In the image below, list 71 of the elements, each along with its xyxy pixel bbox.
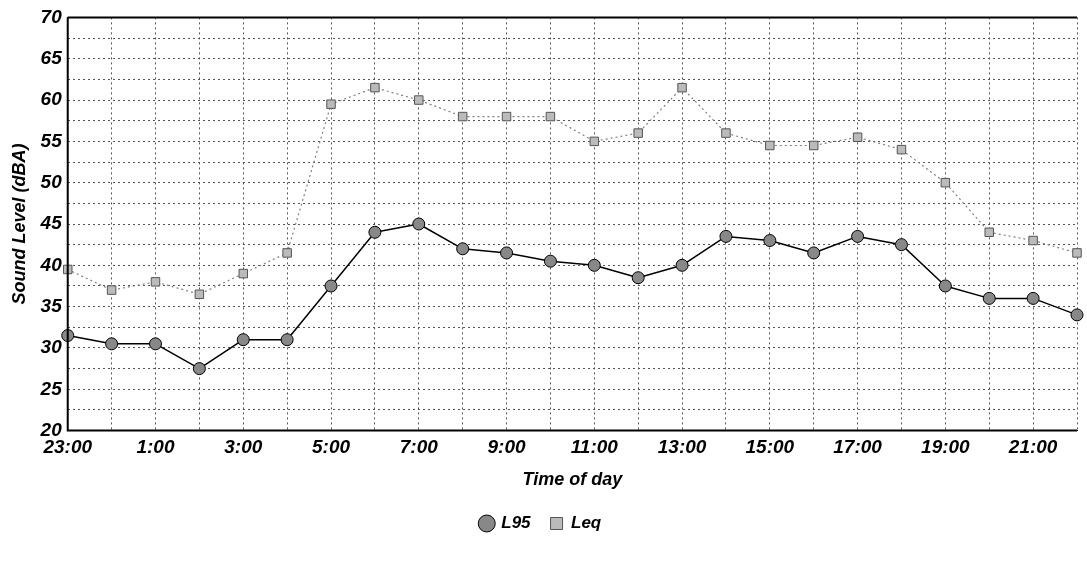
point: [149, 337, 162, 351]
point: [763, 234, 777, 248]
x-tick-label: 17:00: [833, 436, 883, 458]
point: [587, 258, 601, 272]
x-tick-label: 13:00: [657, 436, 707, 458]
point: [852, 132, 863, 142]
x-tick-label: 5:00: [312, 436, 351, 458]
point: [721, 128, 731, 138]
point: [412, 217, 426, 231]
point: [280, 333, 294, 347]
x-tick-label: 21:00: [1007, 436, 1058, 458]
point: [456, 242, 470, 256]
point: [282, 248, 292, 258]
x-axis-title: Time of day: [522, 469, 624, 490]
point: [194, 289, 205, 299]
point: [238, 268, 248, 279]
point: [106, 285, 117, 295]
x-tick-label: 1:00: [136, 436, 175, 458]
point: [500, 246, 514, 260]
y-tick-label: 35: [40, 294, 63, 316]
point: [1028, 235, 1038, 246]
y-tick-label: 25: [39, 377, 63, 399]
x-tick-label: 15:00: [745, 436, 795, 458]
point: [457, 111, 468, 122]
point: [851, 229, 865, 243]
y-tick-label: 50: [40, 170, 63, 192]
y-tick-label: 30: [40, 336, 63, 358]
y-axis-title: Sound Level (dBA): [8, 143, 29, 305]
x-tick-label: 19:00: [921, 436, 971, 458]
point: [982, 291, 996, 305]
point: [675, 258, 689, 272]
point: [370, 82, 380, 93]
point: [677, 82, 687, 93]
point: [543, 254, 557, 268]
point: [719, 229, 733, 243]
point: [1072, 248, 1082, 258]
y-tick-label: 70: [40, 5, 63, 27]
x-tick-label: 3:00: [224, 436, 263, 458]
point: [501, 111, 512, 122]
y-tick-label: 40: [39, 253, 63, 275]
point: [150, 277, 161, 287]
point: [808, 140, 819, 151]
point: [192, 362, 206, 376]
y-tick-label: 60: [40, 88, 63, 110]
y-tick-label: 55: [40, 129, 63, 151]
point: [894, 238, 908, 252]
legend-label: L95: [501, 513, 532, 533]
point: [326, 99, 336, 109]
x-tick-label: 7:00: [399, 436, 439, 458]
x-tick-label: 9:00: [487, 436, 526, 458]
point: [984, 227, 994, 238]
point: [807, 246, 821, 260]
point: [236, 333, 250, 347]
point: [324, 279, 338, 293]
point: [633, 128, 643, 138]
point: [1070, 308, 1084, 322]
point: [631, 271, 645, 285]
point: [589, 136, 600, 147]
point: [896, 144, 907, 155]
point: [545, 111, 556, 122]
point: [105, 337, 119, 351]
point: [1026, 291, 1040, 305]
point: [938, 279, 952, 293]
point: [368, 225, 382, 239]
point: [765, 140, 775, 151]
y-tick-label: 45: [39, 212, 63, 234]
y-tick-label: 65: [40, 46, 63, 68]
x-tick-label: 11:00: [570, 436, 619, 458]
point: [940, 177, 951, 188]
point: [414, 95, 424, 105]
legend-label: Leq: [571, 513, 602, 533]
